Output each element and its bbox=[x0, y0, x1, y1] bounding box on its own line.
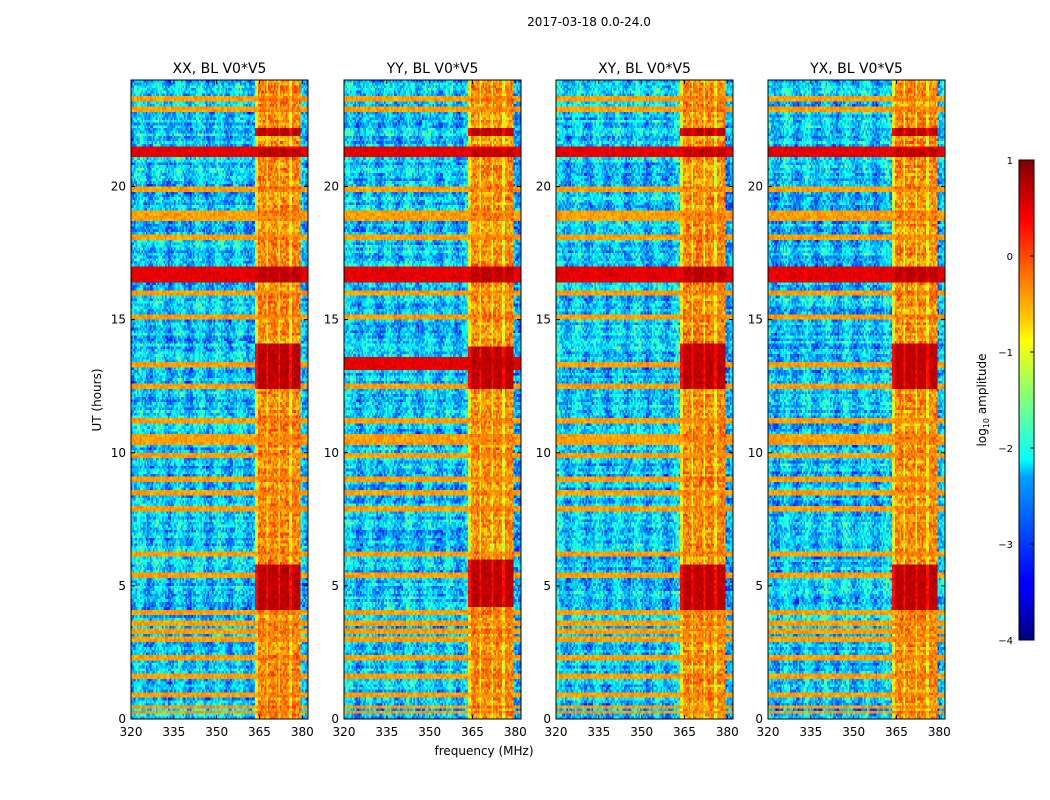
y-tick-label: 5 bbox=[755, 579, 763, 593]
y-tick-label: 5 bbox=[331, 579, 339, 593]
y-tick-label: 5 bbox=[118, 579, 126, 593]
x-tick-label: 365 bbox=[248, 725, 271, 739]
x-tick-label: 350 bbox=[842, 725, 865, 739]
panel-frame bbox=[555, 79, 734, 720]
heatmap-yx bbox=[768, 80, 945, 719]
figure-title: 2017-03-18 0.0-24.0 bbox=[527, 15, 651, 29]
x-tick-label: 320 bbox=[333, 725, 356, 739]
y-tick-label: 20 bbox=[324, 180, 339, 194]
x-tick-label: 380 bbox=[716, 725, 739, 739]
x-tick-label: 335 bbox=[799, 725, 822, 739]
x-tick-label: 380 bbox=[504, 725, 527, 739]
x-tick-label: 320 bbox=[120, 725, 143, 739]
panel-title: YX, BL V0*V5 bbox=[809, 61, 903, 77]
panel-frame bbox=[767, 79, 946, 720]
panel-xy: XY, BL V0*V5 320 335 350 365 380 0 5 10 15 20 bbox=[536, 61, 739, 739]
panel-frame bbox=[130, 79, 309, 720]
colorbar-tick-label: −3 bbox=[998, 540, 1013, 551]
y-tick-label: 5 bbox=[543, 579, 551, 593]
x-tick-label: 365 bbox=[885, 725, 908, 739]
x-tick-label: 350 bbox=[630, 725, 653, 739]
panel-frame bbox=[343, 79, 522, 720]
y-tick-label: 20 bbox=[111, 180, 126, 194]
colorbar-gradient bbox=[1018, 159, 1035, 641]
colorbar: log10 amplitude −4 −3 −2 −1 0 1 bbox=[975, 156, 1035, 647]
x-tick-label: 320 bbox=[545, 725, 568, 739]
y-tick-label: 0 bbox=[331, 712, 339, 726]
x-tick-label: 350 bbox=[205, 725, 228, 739]
x-axis-label: frequency (MHz) bbox=[434, 744, 533, 758]
y-tick-label: 20 bbox=[748, 180, 763, 194]
y-axis-label: UT (hours) bbox=[90, 368, 104, 431]
x-tick-label: 380 bbox=[291, 725, 314, 739]
y-tick-label: 15 bbox=[324, 313, 339, 327]
panel-title: YY, BL V0*V5 bbox=[386, 61, 479, 77]
heatmap-yy bbox=[344, 80, 521, 719]
y-tick-label: 0 bbox=[755, 712, 763, 726]
y-tick-label: 0 bbox=[543, 712, 551, 726]
colorbar-tick-label: −4 bbox=[998, 636, 1013, 647]
y-tick-label: 0 bbox=[118, 712, 126, 726]
y-tick-label: 20 bbox=[536, 180, 551, 194]
x-tick-label: 380 bbox=[928, 725, 951, 739]
panel-title: XX, BL V0*V5 bbox=[173, 61, 267, 77]
panel-yx: YX, BL V0*V5 320 335 350 365 380 0 5 10 15 20 bbox=[748, 61, 951, 739]
y-tick-label: 15 bbox=[111, 313, 126, 327]
y-tick-label: 15 bbox=[748, 313, 763, 327]
x-tick-label: 335 bbox=[162, 725, 185, 739]
colorbar-tick-label: −1 bbox=[998, 348, 1013, 359]
panel-xx: XX, BL V0*V5 320 335 350 365 380 0 5 10 15 20 bbox=[111, 61, 314, 739]
heatmap-xy bbox=[556, 80, 733, 719]
x-tick-label: 320 bbox=[757, 725, 780, 739]
x-tick-label: 335 bbox=[587, 725, 610, 739]
colorbar-label: log10 amplitude bbox=[975, 354, 991, 447]
heatmap-xx bbox=[131, 80, 308, 719]
y-tick-label: 15 bbox=[536, 313, 551, 327]
x-tick-label: 365 bbox=[673, 725, 696, 739]
y-tick-label: 10 bbox=[748, 446, 763, 460]
x-tick-label: 350 bbox=[418, 725, 441, 739]
colorbar-tick-label: 0 bbox=[1007, 252, 1013, 263]
panel-yy: YY, BL V0*V5 320 335 350 365 380 0 5 10 15 20 bbox=[324, 61, 527, 739]
colorbar-tick-label: 1 bbox=[1007, 156, 1013, 167]
colorbar-tick-label: −2 bbox=[998, 444, 1013, 455]
panel-title: XY, BL V0*V5 bbox=[598, 61, 691, 77]
y-tick-label: 10 bbox=[324, 446, 339, 460]
x-tick-label: 335 bbox=[375, 725, 398, 739]
y-tick-label: 10 bbox=[536, 446, 551, 460]
y-tick-label: 10 bbox=[111, 446, 126, 460]
x-tick-label: 365 bbox=[461, 725, 484, 739]
svg-text:frequency (MHz): frequency (MHz) bbox=[434, 744, 533, 758]
